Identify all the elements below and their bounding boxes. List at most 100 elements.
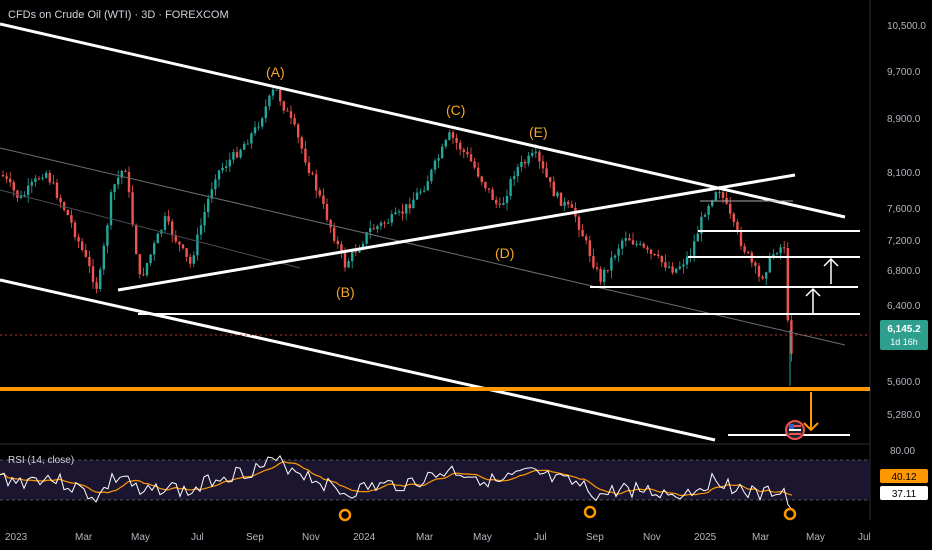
candle-body (599, 268, 602, 282)
candle-body (246, 143, 249, 145)
candle-body (268, 95, 271, 107)
candle-body (19, 196, 23, 198)
candle-body (520, 161, 523, 168)
candle-body (430, 169, 433, 182)
candle-body (498, 203, 501, 205)
price-tick: 7,600.0 (887, 204, 921, 215)
candle-body (664, 262, 667, 268)
candle-body (203, 212, 206, 226)
us-flag-event-icon[interactable] (785, 420, 805, 440)
candle-body (66, 209, 69, 216)
candle-body (235, 152, 239, 158)
candle-body (423, 190, 426, 192)
candle-body (228, 159, 231, 167)
candle-body (163, 216, 167, 230)
candle-body (721, 192, 725, 198)
candle-body (516, 167, 519, 177)
candle-body (405, 204, 408, 214)
time-tick: Mar (752, 532, 770, 543)
candle-body (401, 211, 404, 214)
chart-title: CFDs on Crude Oil (WTI) · 3D · FOREXCOM (8, 9, 229, 21)
time-tick: May (806, 532, 825, 543)
candle-body (588, 240, 591, 257)
candle-body (315, 174, 318, 191)
candle-body (12, 182, 15, 191)
candle-body (595, 267, 599, 269)
candle-body (153, 243, 156, 255)
candle-body (567, 201, 570, 205)
candle-body (466, 151, 469, 155)
time-tick: 2025 (694, 532, 717, 543)
candle-body (84, 250, 87, 257)
time-tick: Nov (302, 532, 320, 543)
price-tick: 8,900.0 (887, 114, 921, 125)
candle-body (775, 253, 779, 255)
time-tick: May (473, 532, 492, 543)
candle-body (185, 248, 188, 257)
candle-body (660, 255, 663, 263)
lower-trendline (0, 278, 716, 442)
candle-body (210, 189, 213, 199)
candle-body (106, 225, 109, 246)
candle-body (390, 214, 393, 223)
candle-body (462, 149, 465, 152)
candle-body (534, 151, 537, 154)
time-tick: May (131, 532, 150, 543)
candle-body (63, 202, 66, 210)
time-tick: Jul (191, 532, 204, 543)
candle-body (671, 266, 674, 273)
upper-trendline (0, 22, 846, 219)
candle-body (682, 264, 685, 267)
candle-body (693, 241, 696, 256)
candle-body (765, 272, 768, 279)
candle-body (779, 247, 782, 254)
candle-body (736, 221, 739, 231)
candle-body (754, 262, 757, 266)
candle-body (41, 177, 44, 179)
candle-body (275, 89, 278, 91)
candle-body (646, 247, 649, 250)
time-tick: Jul (858, 532, 871, 543)
candle-body (570, 204, 573, 208)
candle-body (563, 201, 566, 206)
candle-body (34, 178, 37, 183)
candle-body (707, 205, 710, 215)
candle-body (318, 190, 321, 196)
candle-body (95, 282, 98, 289)
candle-body (696, 233, 699, 242)
candle-body (505, 195, 509, 203)
candle-body (603, 269, 606, 282)
candle-body (77, 237, 80, 242)
candle-body (361, 243, 365, 249)
candle-body (783, 247, 786, 249)
time-axis: 2023 Mar May Jul Sep Nov 2024 Mar May Ju… (5, 532, 871, 543)
candle-body (264, 106, 267, 119)
candle-body (156, 233, 159, 244)
candle-body (480, 176, 483, 182)
candle-body (149, 254, 152, 264)
candle-body (455, 137, 458, 143)
candle-body (329, 219, 332, 228)
candle-body (91, 266, 95, 283)
candle-body (221, 167, 224, 171)
candle-body (167, 216, 170, 222)
candle-body (556, 192, 559, 197)
candle-body (282, 101, 285, 111)
candle-body (376, 225, 379, 230)
candle-body (347, 261, 350, 268)
candle-body (667, 266, 671, 268)
time-tick: Mar (75, 532, 93, 543)
candle-body (653, 253, 656, 255)
candle-body (37, 178, 41, 180)
rsi-value: 37.11 (892, 489, 917, 500)
candle-body (52, 182, 55, 184)
candle-body (207, 198, 210, 213)
candle-body (484, 181, 487, 189)
candle-body (714, 192, 717, 201)
candle-body (23, 195, 26, 197)
candle-body (333, 227, 336, 241)
candle-body (415, 192, 419, 200)
candle-body (214, 179, 217, 190)
candle-body (59, 197, 62, 203)
